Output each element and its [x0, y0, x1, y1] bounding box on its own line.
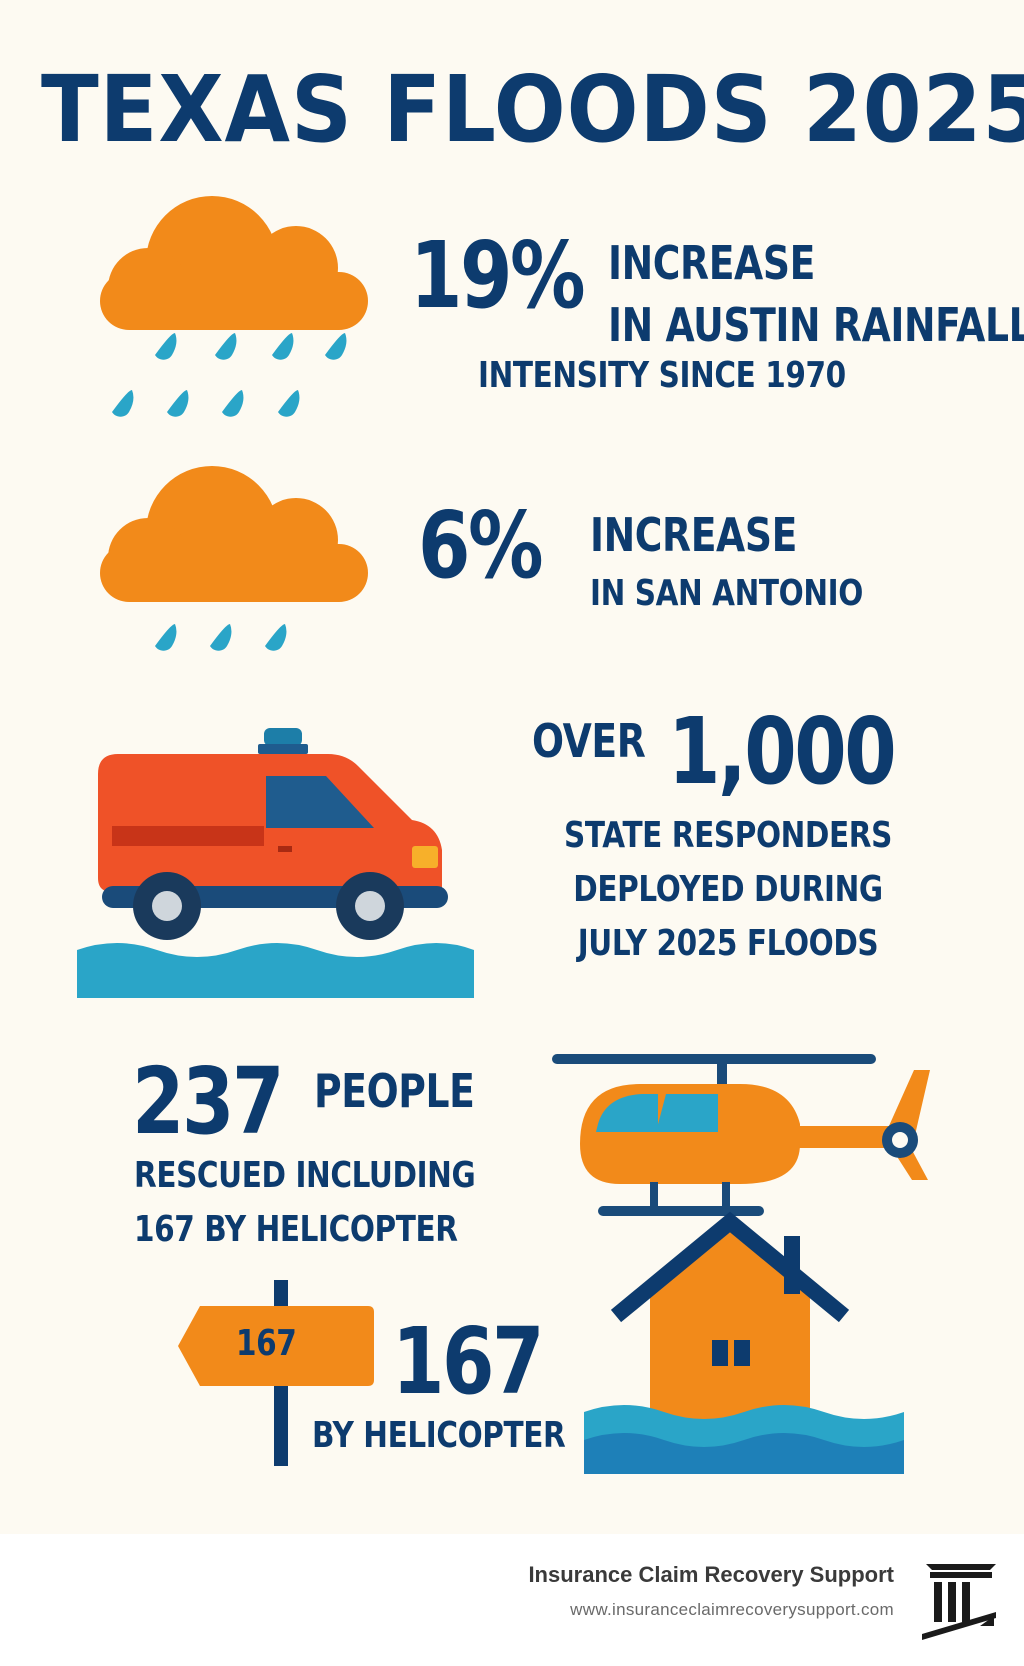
stat-responders-value: 1,000: [668, 698, 897, 805]
stat-rescued-line3: 167 BY HELICOPTER: [134, 1209, 458, 1250]
stat-helicopter-label: BY HELICOPTER: [312, 1415, 566, 1456]
footer-url[interactable]: www.insuranceclaimrecoverysupport.com: [570, 1600, 894, 1619]
stat-rescued-line2: RESCUED INCLUDING: [134, 1155, 476, 1196]
footer-company-name: Insurance Claim Recovery Support: [528, 1562, 894, 1587]
emergency-van-icon: [98, 728, 448, 940]
cloud-san-antonio: [100, 466, 368, 602]
footer: [0, 1534, 1024, 1666]
stat-san-antonio-line2: IN SAN ANTONIO: [590, 573, 863, 614]
stat-austin-line2: IN AUSTIN RAINFALL: [608, 298, 1024, 352]
page-title: TEXAS FLOODS 2025: [40, 56, 1024, 163]
stat-rescued-line1: PEOPLE: [314, 1064, 475, 1118]
stat-austin-line3: INTENSITY SINCE 1970: [478, 355, 846, 396]
raindrops-austin: [112, 333, 347, 417]
stat-austin-value: 19%: [410, 222, 586, 329]
stat-responders-line1: STATE RESPONDERS: [564, 815, 892, 856]
stat-san-antonio-value: 6%: [418, 492, 544, 599]
raindrops-san-antonio: [155, 624, 287, 651]
helicopter-icon: [552, 1054, 930, 1216]
stat-austin-line1: INCREASE: [608, 236, 815, 290]
stat-responders-prefix: OVER: [532, 714, 646, 768]
pillar-logo-icon: [922, 1564, 996, 1640]
stat-san-antonio-line1: INCREASE: [590, 508, 797, 562]
stat-rescued-value: 237: [132, 1048, 285, 1155]
flood-water: [77, 943, 474, 998]
sign-value: 167: [236, 1323, 297, 1364]
stat-responders-line3: JULY 2025 FLOODS: [577, 923, 879, 964]
stat-helicopter-value: 167: [392, 1308, 545, 1415]
cloud-austin: [100, 196, 368, 330]
stat-responders-line2: DEPLOYED DURING: [573, 869, 883, 910]
flooded-house-icon: [584, 1211, 904, 1474]
